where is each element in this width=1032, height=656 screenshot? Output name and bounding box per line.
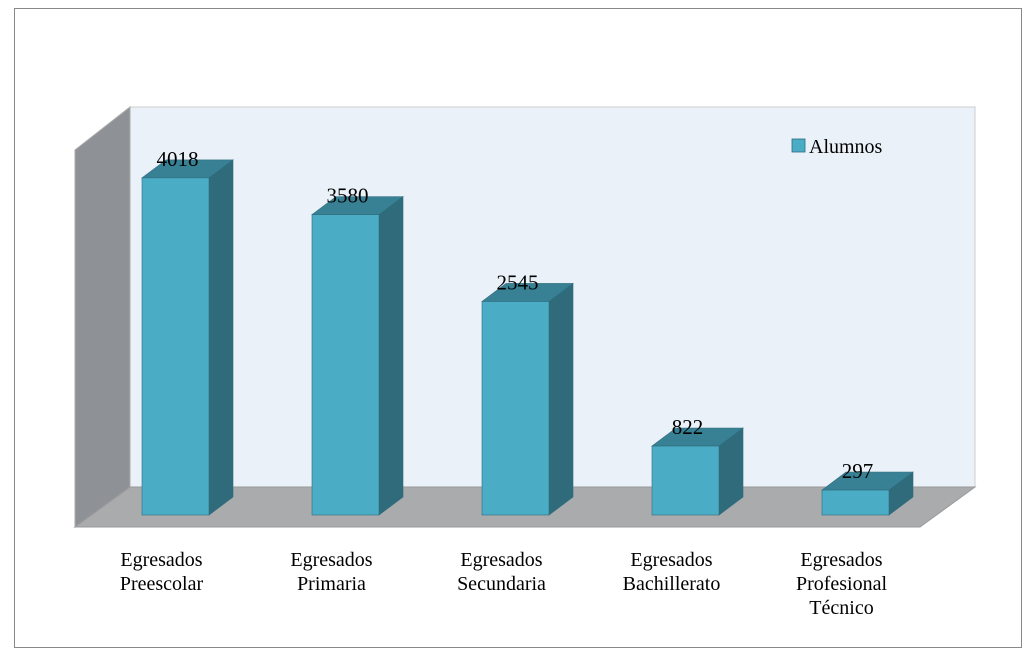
data-label: 822 (672, 415, 704, 439)
data-label: 2545 (497, 270, 539, 294)
bar-side (548, 282, 574, 516)
bar (141, 177, 210, 516)
legend-label: Alumnos (809, 136, 883, 158)
x-tick-label: Egresados Profesional Técnico (795, 549, 888, 619)
data-label: 3580 (327, 184, 369, 208)
data-label: 4018 (157, 147, 199, 171)
legend-swatch (791, 138, 806, 153)
bar (311, 214, 380, 516)
x-tick-label: Egresados Preescolar (119, 549, 204, 595)
bar (821, 489, 890, 516)
x-tick-label: Egresados Secundaria (457, 549, 546, 595)
bar (481, 301, 550, 516)
data-label: 297 (842, 459, 874, 483)
side-wall (74, 105, 131, 528)
bar (651, 445, 720, 516)
x-tick-label: Egresados Bachillerato (622, 549, 721, 595)
x-tick-label: Egresados Primaria (290, 549, 373, 595)
bar-side (208, 159, 234, 516)
bar-side (378, 196, 404, 516)
